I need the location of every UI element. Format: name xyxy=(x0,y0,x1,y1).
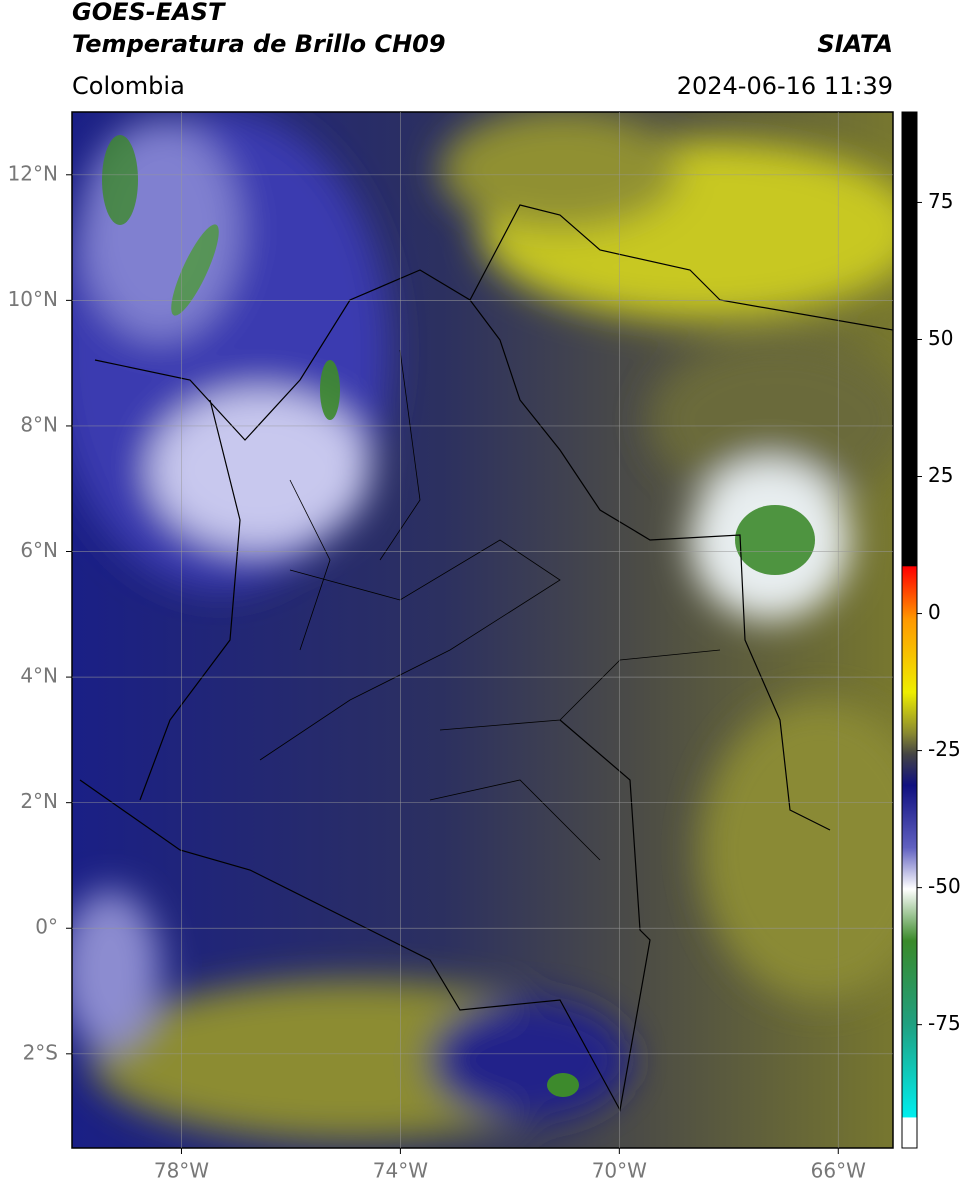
datetime: 2024-06-16 11:39 xyxy=(677,72,893,100)
subtitle: Temperatura de Brillo CH09 xyxy=(72,30,446,58)
source: SIATA xyxy=(817,30,893,58)
lat-tick-label: 8°N xyxy=(20,412,58,436)
colorbar xyxy=(901,111,918,1149)
colorbar-tick-label: -25 xyxy=(928,737,961,761)
lat-tick-label: 2°N xyxy=(20,789,58,813)
lon-tick-label: 70°W xyxy=(592,1159,647,1183)
title: GOES-EAST xyxy=(72,0,226,26)
lat-tick-label: 2°S xyxy=(23,1040,58,1064)
colorbar-tick-label: 75 xyxy=(928,189,953,213)
colorbar-tick-label: 0 xyxy=(928,600,941,624)
lat-tick-label: 6°N xyxy=(20,538,58,562)
map-frame xyxy=(71,111,894,1149)
lat-tick-label: 4°N xyxy=(20,664,58,688)
region: Colombia xyxy=(72,72,185,100)
satellite-image xyxy=(72,112,893,1148)
colorbar-tick-label: 50 xyxy=(928,326,953,350)
colorbar-tick-label: -75 xyxy=(928,1011,961,1035)
lon-tick-label: 66°W xyxy=(811,1159,866,1183)
colorbar-tick-label: 25 xyxy=(928,463,953,487)
colorbar-tick-label: -50 xyxy=(928,874,961,898)
lon-tick-label: 74°W xyxy=(373,1159,428,1183)
lat-tick-label: 10°N xyxy=(8,287,58,311)
lon-tick-label: 78°W xyxy=(154,1159,209,1183)
lat-tick-label: 0° xyxy=(35,915,58,939)
lat-tick-label: 12°N xyxy=(8,161,58,185)
